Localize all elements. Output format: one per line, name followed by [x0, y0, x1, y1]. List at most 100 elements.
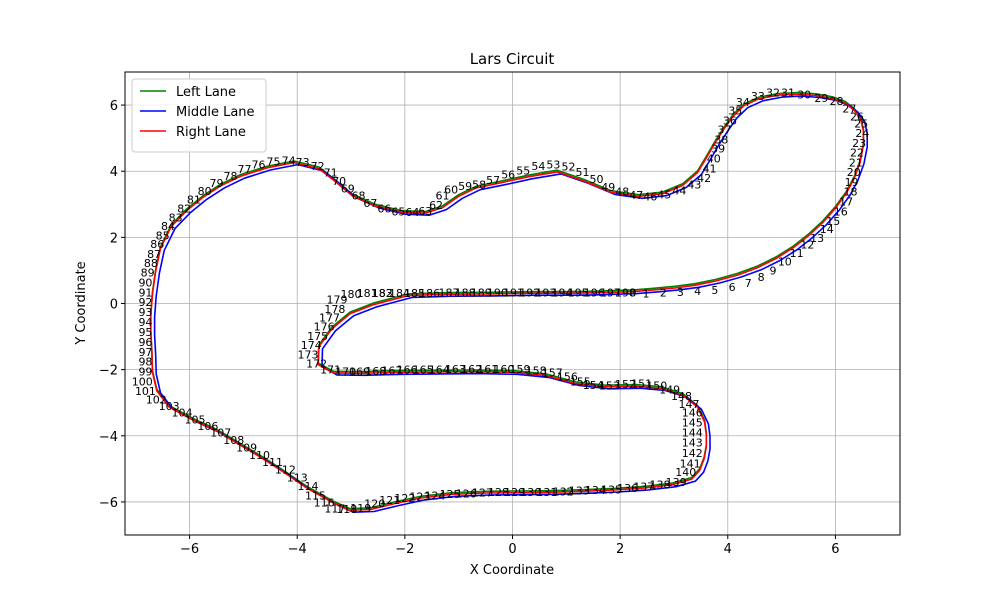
- waypoint-label: 71: [324, 167, 338, 180]
- x-tick-label: 2: [616, 542, 624, 557]
- waypoint-label: 5: [711, 284, 718, 297]
- x-tick-label: −2: [395, 542, 414, 557]
- waypoint-label: 52: [561, 161, 575, 174]
- waypoint-label: 20: [847, 166, 861, 179]
- waypoint-label: 121: [379, 494, 400, 507]
- waypoint-label: 80: [198, 185, 212, 198]
- waypoint-label: 196: [584, 286, 605, 299]
- waypoint-label: 183: [372, 287, 393, 300]
- x-tick-label: −4: [288, 542, 307, 557]
- waypoint-label: 93: [138, 306, 152, 319]
- waypoint-label: 148: [671, 390, 692, 403]
- waypoint-label: 177: [319, 311, 340, 324]
- waypoint-label: 188: [455, 286, 476, 299]
- waypoint-label: 142: [682, 447, 703, 460]
- waypoint-label: 104: [172, 407, 193, 420]
- waypoint-label: 198: [615, 286, 636, 299]
- waypoint-label: 2: [660, 287, 667, 300]
- waypoint-label: 190: [487, 286, 508, 299]
- waypoint-label: 153: [599, 380, 620, 393]
- waypoint-label: 95: [138, 326, 152, 339]
- legend-label-right-lane: Right Lane: [176, 125, 246, 140]
- waypoint-label: 118: [336, 503, 357, 516]
- waypoint-label: 17: [839, 196, 853, 209]
- waypoint-label: 132: [553, 485, 574, 498]
- waypoint-label: 181: [357, 287, 378, 300]
- waypoint-label: 56: [501, 169, 515, 182]
- waypoint-label: 134: [585, 484, 606, 497]
- waypoint-label: 77: [237, 163, 251, 176]
- y-tick-label: 4: [110, 165, 118, 180]
- waypoint-label: 0: [630, 286, 637, 299]
- waypoint-label: 42: [697, 172, 711, 185]
- waypoint-label: 36: [723, 114, 737, 127]
- waypoint-label: 58: [472, 178, 486, 191]
- waypoint-label: 64: [405, 206, 419, 219]
- waypoint-label: 19: [845, 176, 859, 189]
- waypoint-label: 61: [436, 190, 450, 203]
- legend-label-left-lane: Left Lane: [176, 85, 236, 100]
- waypoint-label: 13: [810, 232, 824, 245]
- x-axis-title: X Coordinate: [470, 563, 554, 578]
- waypoint-label: 189: [471, 286, 492, 299]
- waypoint-label: 152: [615, 378, 636, 391]
- waypoint-label: 105: [184, 413, 205, 426]
- waypoint-label: 178: [324, 303, 345, 316]
- waypoint-label: 50: [589, 173, 603, 186]
- waypoint-label: 37: [718, 124, 732, 137]
- waypoint-label: 34: [736, 96, 750, 109]
- waypoint-label: 78: [223, 170, 237, 183]
- waypoint-label: 162: [461, 363, 482, 376]
- waypoint-label: 32: [766, 87, 780, 100]
- waypoint-label: 98: [138, 356, 152, 369]
- waypoint-label: 139: [666, 476, 687, 489]
- y-tick-label: −4: [99, 430, 118, 445]
- waypoint-label: 194: [552, 286, 573, 299]
- waypoint-label: 171: [320, 364, 341, 377]
- waypoint-label: 159: [510, 363, 531, 376]
- waypoint-label: 112: [275, 464, 296, 477]
- waypoint-label: 67: [363, 197, 377, 210]
- y-axis-title: Y Coordinate: [74, 261, 89, 345]
- waypoint-label: 145: [682, 417, 703, 430]
- grid: [125, 72, 900, 535]
- waypoint-label: 63: [418, 205, 432, 218]
- legend-box: [131, 78, 267, 153]
- waypoint-label: 7: [745, 277, 752, 290]
- waypoint-label: 126: [456, 487, 477, 500]
- waypoint-label: 43: [687, 178, 701, 191]
- waypoint-label: 131: [536, 486, 557, 499]
- waypoint-label: 83: [169, 212, 183, 225]
- waypoint-label: 113: [287, 471, 308, 484]
- waypoint-label: 138: [649, 479, 670, 492]
- waypoint-label: 156: [557, 370, 578, 383]
- waypoint-label: 47: [629, 189, 643, 202]
- waypoint-label: 18: [843, 186, 857, 199]
- waypoint-label: 25: [854, 118, 868, 131]
- waypoint-label: 31: [781, 87, 795, 100]
- x-tick-label: 6: [831, 542, 839, 557]
- waypoint-label: 133: [569, 485, 590, 498]
- waypoint-label: 160: [493, 363, 514, 376]
- waypoint-label: 184: [389, 287, 410, 300]
- waypoint-label: 45: [657, 188, 671, 201]
- waypoint-label: 129: [504, 486, 525, 499]
- waypoint-label: 149: [659, 383, 680, 396]
- waypoint-label: 197: [600, 286, 621, 299]
- waypoint-label: 75: [267, 155, 281, 168]
- waypoint-label: 110: [249, 449, 270, 462]
- waypoint-label: 68: [352, 190, 366, 203]
- waypoint-label: 119: [350, 502, 371, 515]
- x-tick-label: 0: [508, 542, 516, 557]
- waypoint-label: 62: [429, 199, 443, 212]
- series-lines: [150, 91, 869, 514]
- waypoint-label: 154: [583, 379, 604, 392]
- waypoint-label: 151: [631, 378, 652, 391]
- waypoint-label: 48: [615, 186, 629, 199]
- waypoint-label: 158: [526, 364, 547, 377]
- waypoint-label: 97: [138, 346, 152, 359]
- waypoint-label: 107: [210, 426, 231, 439]
- waypoint-label: 191: [503, 286, 524, 299]
- waypoint-label: 172: [306, 358, 327, 371]
